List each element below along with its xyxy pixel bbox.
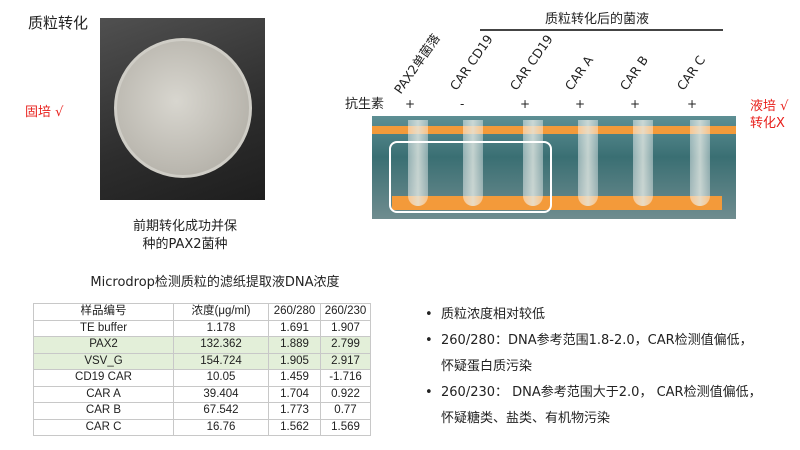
dna-concentration-table: 样品编号 浓度(μg/ml) 260/280 260/230 TE buffer 1.17… — [33, 303, 371, 436]
table-cell: 1.562 — [268, 418, 321, 436]
result-line: 液培 √ — [750, 99, 789, 114]
bullet-line: 质粒浓度相对较低 — [441, 307, 546, 322]
table-row: CD19 CAR 10.05 1.459 -1.716 — [33, 369, 371, 387]
table-cell: VSV_G — [33, 352, 174, 370]
conclusion-list: 质粒浓度相对较低 260/280：DNA参考范围1.8-2.0，CAR检测值偏低，… — [425, 302, 795, 432]
photo-caption: 前期转化成功并保 种的PAX2菌种 — [110, 218, 260, 254]
bullet-item: 260/230： DNA参考范围大于2.0， CAR检测值偏低， 怀疑糖类、盐类、… — [425, 380, 795, 432]
table-row: TE buffer 1.178 1.691 1.907 — [33, 319, 371, 337]
test-tube — [633, 120, 653, 206]
table-cell: 浓度(μg/ml) — [173, 303, 269, 321]
table-cell: 2.799 — [320, 336, 371, 354]
antibiotic-sign: + — [520, 97, 531, 111]
bullet-line: 260/230： DNA参考范围大于2.0， CAR检测值偏低， — [441, 385, 762, 400]
table-cell: TE buffer — [33, 319, 174, 337]
tube-label: CAR CD19 — [446, 31, 496, 94]
liquid-culture-result: 液培 √ 转化X — [750, 98, 788, 132]
antibiotic-sign: + — [630, 97, 641, 111]
result-line: 转化X — [750, 116, 785, 131]
table-cell: 39.404 — [173, 385, 269, 403]
table-cell: 16.76 — [173, 418, 269, 436]
tube-label: CAR A — [561, 52, 597, 93]
caption-line: 种的PAX2菌种 — [142, 237, 228, 252]
table-cell: CAR A — [33, 385, 174, 403]
tube-rack-photo — [372, 116, 736, 219]
table-cell: 0.922 — [320, 385, 371, 403]
table-cell: 260/230 — [320, 303, 371, 321]
solid-culture-label: 固培 √ — [25, 105, 64, 120]
bullet-line: 260/280：DNA参考范围1.8-2.0，CAR检测值偏低， — [441, 333, 753, 348]
table-cell: 0.77 — [320, 402, 371, 420]
antibiotic-label: 抗生素 — [345, 97, 385, 112]
table-cell: -1.716 — [320, 369, 371, 387]
table-cell: 1.704 — [268, 385, 321, 403]
caption-line: 前期转化成功并保 — [132, 219, 237, 234]
antibiotic-sign: + — [405, 97, 416, 111]
table-row: PAX2 132.362 1.889 2.799 — [33, 336, 371, 354]
table-cell: 样品编号 — [33, 303, 174, 321]
table-row: CAR C 16.76 1.562 1.569 — [33, 418, 371, 436]
table-title: Microdrop检测质粒的滤纸提取液DNA浓度 — [90, 275, 340, 290]
table-row: CAR A 39.404 1.704 0.922 — [33, 385, 371, 403]
table-cell: CAR B — [33, 402, 174, 420]
tube-label: CAR CD19 — [506, 31, 556, 94]
group-divider — [480, 29, 723, 31]
bullet-item: 260/280：DNA参考范围1.8-2.0，CAR检测值偏低， 怀疑蛋白质污染 — [425, 328, 795, 380]
table-cell: PAX2 — [33, 336, 174, 354]
highlight-box — [389, 141, 552, 213]
bullet-line: 怀疑蛋白质污染 — [441, 359, 533, 374]
antibiotic-sign: + — [687, 97, 698, 111]
antibiotic-sign: - — [460, 97, 465, 111]
table-cell: 154.724 — [173, 352, 269, 370]
petri-dish-photo — [100, 18, 265, 200]
table-cell: 67.542 — [173, 402, 269, 420]
table-cell: 1.569 — [320, 418, 371, 436]
tube-label: CAR B — [616, 52, 652, 93]
table-cell: 260/280 — [268, 303, 321, 321]
table-cell: 1.773 — [268, 402, 321, 420]
table-cell: 1.459 — [268, 369, 321, 387]
table-cell: 10.05 — [173, 369, 269, 387]
table-cell: 1.889 — [268, 336, 321, 354]
table-cell: 2.917 — [320, 352, 371, 370]
bullet-item: 质粒浓度相对较低 — [425, 302, 795, 328]
table-cell: CD19 CAR — [33, 369, 174, 387]
group-title: 质粒转化后的菌液 — [545, 12, 650, 27]
tube-label: CAR C — [673, 52, 709, 93]
table-cell: 1.905 — [268, 352, 321, 370]
table-cell: 132.362 — [173, 336, 269, 354]
tube-label: PAX2单菌落 — [390, 31, 443, 97]
table-header: 样品编号 浓度(μg/ml) 260/280 260/230 — [33, 303, 371, 321]
antibiotic-sign: + — [575, 97, 586, 111]
slide-title: 质粒转化 — [28, 14, 89, 32]
test-tube — [578, 120, 598, 206]
table-cell: 1.691 — [268, 319, 321, 337]
table-cell: 1.907 — [320, 319, 371, 337]
table-row: VSV_G 154.724 1.905 2.917 — [33, 352, 371, 370]
table-cell: 1.178 — [173, 319, 269, 337]
table-row: CAR B 67.542 1.773 0.77 — [33, 402, 371, 420]
table-cell: CAR C — [33, 418, 174, 436]
test-tube — [690, 120, 710, 206]
bullet-line: 怀疑糖类、盐类、有机物污染 — [441, 411, 611, 426]
